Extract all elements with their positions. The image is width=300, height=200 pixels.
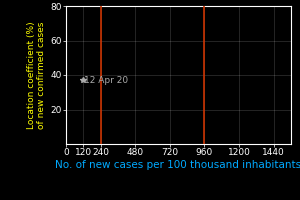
Text: 12 Apr 20: 12 Apr 20 [85, 76, 129, 85]
Y-axis label: Location coefficient (%)
of new confirmed cases: Location coefficient (%) of new confirme… [27, 21, 46, 129]
X-axis label: No. of new cases per 100 thousand inhabitants: No. of new cases per 100 thousand inhabi… [56, 160, 300, 170]
